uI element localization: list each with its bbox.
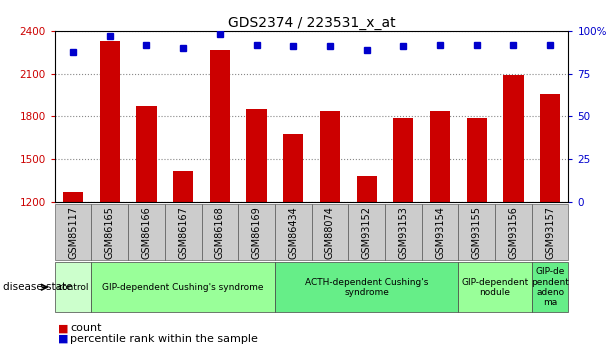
Bar bbox=[136, 107, 156, 345]
Bar bbox=[283, 134, 303, 345]
Text: GSM86434: GSM86434 bbox=[288, 206, 299, 259]
Text: ■: ■ bbox=[58, 334, 68, 344]
Text: GSM93157: GSM93157 bbox=[545, 206, 555, 259]
Bar bbox=[246, 109, 267, 345]
Bar bbox=[63, 192, 83, 345]
Bar bbox=[503, 75, 523, 345]
Text: GIP-dependent Cushing's syndrome: GIP-dependent Cushing's syndrome bbox=[102, 283, 264, 292]
Bar bbox=[173, 170, 193, 345]
Bar bbox=[210, 50, 230, 345]
Bar bbox=[393, 118, 413, 345]
Text: percentile rank within the sample: percentile rank within the sample bbox=[70, 334, 258, 344]
Bar bbox=[430, 111, 450, 345]
Bar bbox=[100, 41, 120, 345]
Text: GSM93154: GSM93154 bbox=[435, 206, 445, 259]
Bar bbox=[320, 111, 340, 345]
Text: GIP-dependent
nodule: GIP-dependent nodule bbox=[461, 277, 529, 297]
Text: GSM86169: GSM86169 bbox=[252, 206, 261, 259]
Text: GSM93153: GSM93153 bbox=[398, 206, 409, 259]
Title: GDS2374 / 223531_x_at: GDS2374 / 223531_x_at bbox=[228, 16, 395, 30]
Text: GSM86168: GSM86168 bbox=[215, 206, 225, 259]
Text: ■: ■ bbox=[58, 324, 68, 333]
Text: disease state: disease state bbox=[3, 282, 72, 292]
Text: GSM93156: GSM93156 bbox=[508, 206, 519, 259]
Text: GSM93152: GSM93152 bbox=[362, 206, 371, 259]
Bar bbox=[356, 176, 377, 345]
Bar bbox=[540, 94, 560, 345]
Text: ACTH-dependent Cushing's
syndrome: ACTH-dependent Cushing's syndrome bbox=[305, 277, 428, 297]
Text: control: control bbox=[57, 283, 89, 292]
Text: GSM88074: GSM88074 bbox=[325, 206, 335, 259]
Text: GIP-de
pendent
adeno
ma: GIP-de pendent adeno ma bbox=[531, 267, 569, 307]
Text: GSM86167: GSM86167 bbox=[178, 206, 188, 259]
Text: count: count bbox=[70, 324, 102, 333]
Text: GSM93155: GSM93155 bbox=[472, 206, 482, 259]
Text: GSM86166: GSM86166 bbox=[142, 206, 151, 259]
Text: GSM86165: GSM86165 bbox=[105, 206, 115, 259]
Bar bbox=[467, 118, 487, 345]
Text: GSM85117: GSM85117 bbox=[68, 206, 78, 259]
